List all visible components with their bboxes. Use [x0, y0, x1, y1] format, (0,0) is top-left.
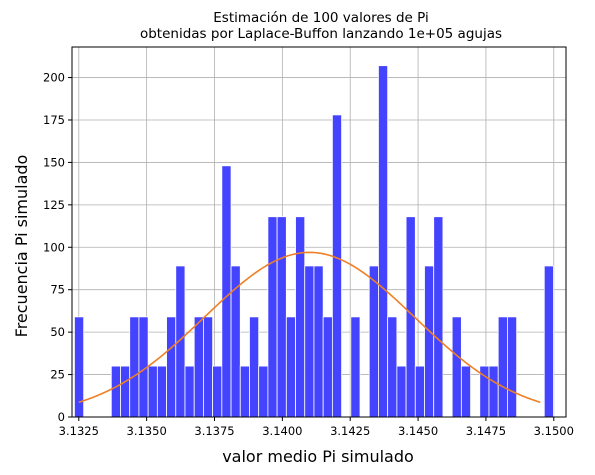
histogram-bar	[322, 316, 333, 418]
histogram-bar	[304, 265, 315, 418]
histogram-bar	[497, 316, 508, 418]
y-tick-label: 0	[58, 410, 65, 424]
histogram-bar	[221, 165, 232, 418]
histogram-bar	[156, 365, 167, 418]
histogram-bar	[331, 114, 342, 418]
histogram-bar	[129, 316, 140, 418]
histogram-bar	[350, 316, 361, 418]
x-axis-ticks: 3.1325 3.1350 3.1375 3.1400 3.1425 3.1450 3.14…	[59, 417, 574, 438]
histogram-bar	[424, 265, 435, 418]
fit-curve-line	[78, 251, 541, 404]
y-tick-label: 125	[43, 198, 65, 212]
grid-lines	[72, 47, 566, 418]
histogram-bar	[166, 316, 177, 418]
histogram-bar	[276, 216, 287, 418]
histogram-bar	[368, 265, 379, 418]
y-tick-label: 25	[50, 368, 65, 382]
histogram-bar	[147, 365, 158, 418]
histogram-bar	[249, 316, 260, 418]
histogram-bar	[212, 365, 223, 418]
y-axis-label: Frecuencia Pi simulado	[12, 155, 31, 338]
x-tick-label: 3.1400	[262, 424, 302, 438]
y-tick-label: 50	[50, 325, 65, 339]
histogram-bar	[184, 365, 195, 418]
histogram-bar	[451, 316, 462, 418]
plot-frame	[71, 46, 567, 418]
x-tick-label: 3.1325	[59, 424, 99, 438]
histogram-bar	[203, 316, 214, 418]
histogram-bar	[267, 216, 278, 418]
histogram-bar	[507, 316, 518, 418]
histogram-bar	[378, 65, 389, 418]
histogram-bar	[414, 365, 425, 418]
histogram-bar	[193, 316, 204, 418]
chart-title-line-1: Estimación de 100 valores de Pi	[213, 10, 428, 26]
histogram-bars	[74, 65, 554, 418]
histogram-bar	[295, 216, 306, 418]
histogram-bar	[258, 365, 269, 418]
y-tick-label: 100	[43, 240, 65, 254]
x-axis-label: valor medio Pi simulado	[222, 447, 414, 466]
x-tick-label: 3.1350	[127, 424, 167, 438]
histogram-bar	[488, 365, 499, 418]
histogram-bar	[313, 265, 324, 418]
x-tick-label: 3.1425	[330, 424, 370, 438]
x-tick-label: 3.1475	[466, 424, 506, 438]
histogram-bar	[433, 216, 444, 418]
y-tick-label: 75	[50, 283, 65, 297]
histogram-bar	[175, 265, 186, 418]
histogram-bar	[543, 265, 554, 418]
histogram-bar	[460, 365, 471, 418]
y-tick-label: 150	[43, 155, 65, 169]
histogram-bar	[396, 365, 407, 418]
x-tick-label: 3.1450	[398, 424, 438, 438]
histogram-bar	[239, 365, 250, 418]
chart-title-line-2: obtenidas por Laplace-Buffon lanzando 1e…	[140, 26, 502, 42]
x-tick-label: 3.1500	[534, 424, 574, 438]
histogram-bar	[285, 316, 296, 418]
histogram-bar	[110, 365, 121, 418]
normal-fit-curve	[78, 251, 541, 404]
x-tick-label: 3.1375	[194, 424, 234, 438]
y-axis-ticks: 0 25 50 75 100 125 150 175 200	[43, 71, 72, 424]
histogram-bar	[387, 316, 398, 418]
y-tick-label: 175	[43, 113, 65, 127]
y-tick-label: 200	[43, 71, 65, 85]
histogram-bar	[120, 365, 131, 418]
